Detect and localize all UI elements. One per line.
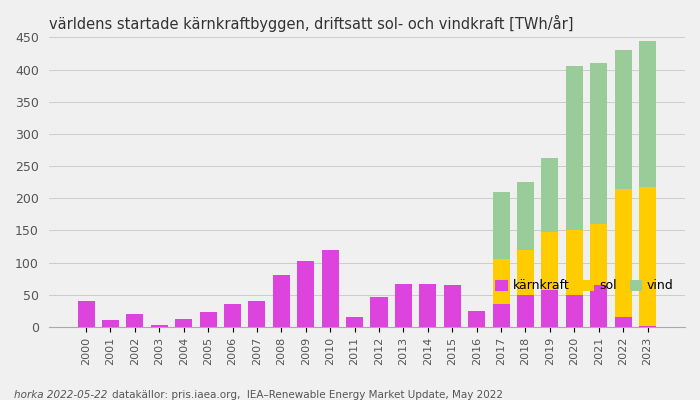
Bar <box>566 295 583 327</box>
Bar <box>541 290 559 327</box>
Bar <box>493 304 510 327</box>
Bar <box>346 317 363 327</box>
Bar <box>199 312 217 327</box>
Bar <box>493 259 510 304</box>
Text: horka 2022-05-22: horka 2022-05-22 <box>14 390 107 400</box>
Legend: kärnkraft, sol, vind: kärnkraft, sol, vind <box>490 274 679 298</box>
Bar <box>517 250 534 295</box>
Bar <box>639 187 656 326</box>
Bar <box>590 63 607 224</box>
Text: världens startade kärnkraftbyggen, driftsatt sol- och vindkraft [TWh/år]: världens startade kärnkraftbyggen, drift… <box>48 15 573 32</box>
Bar <box>517 182 534 250</box>
Bar <box>468 311 485 327</box>
Bar <box>102 320 119 327</box>
Bar <box>639 326 656 327</box>
Text: datakällor: pris.iaea.org,  IEA–Renewable Energy Market Update, May 2022: datakällor: pris.iaea.org, IEA–Renewable… <box>112 390 503 400</box>
Bar <box>615 188 631 317</box>
Bar <box>248 301 265 327</box>
Bar <box>615 317 631 327</box>
Bar <box>298 261 314 327</box>
Bar <box>224 304 241 327</box>
Bar <box>541 232 559 290</box>
Bar <box>566 230 583 295</box>
Bar <box>321 250 339 327</box>
Bar <box>639 40 656 187</box>
Bar <box>590 224 607 285</box>
Bar <box>370 297 388 327</box>
Bar <box>78 301 94 327</box>
Bar <box>150 325 168 327</box>
Bar <box>273 276 290 327</box>
Bar <box>566 66 583 230</box>
Bar <box>541 158 559 232</box>
Bar <box>419 284 436 327</box>
Bar <box>493 192 510 259</box>
Bar <box>615 50 631 188</box>
Bar <box>395 284 412 327</box>
Bar <box>444 285 461 327</box>
Bar <box>175 319 192 327</box>
Bar <box>126 314 144 327</box>
Bar <box>517 295 534 327</box>
Bar <box>590 285 607 327</box>
